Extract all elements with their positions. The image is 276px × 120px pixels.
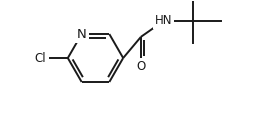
Text: N: N (77, 28, 87, 41)
Text: HN: HN (155, 14, 172, 27)
Text: O: O (136, 60, 145, 73)
Text: Cl: Cl (34, 51, 46, 65)
